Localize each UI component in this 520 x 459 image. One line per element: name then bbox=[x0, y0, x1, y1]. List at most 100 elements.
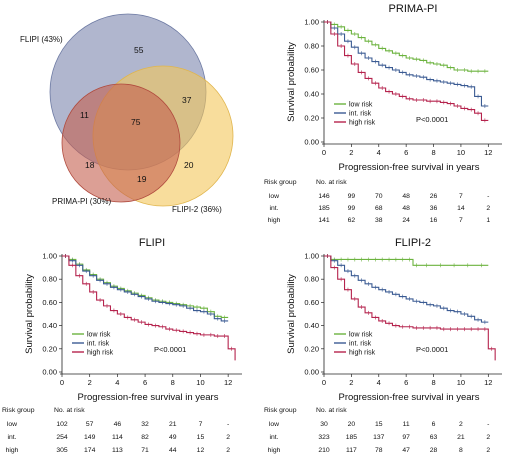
risk-count: - bbox=[487, 421, 489, 428]
risk-count: 44 bbox=[169, 447, 177, 454]
risk-count: 8 bbox=[459, 447, 463, 454]
risk-count: 48 bbox=[402, 193, 410, 200]
risk-count: 30 bbox=[320, 421, 328, 428]
risk-count: 28 bbox=[430, 447, 438, 454]
y-tick-label: 0.20 bbox=[304, 344, 319, 353]
risk-group-label: low bbox=[269, 193, 279, 200]
venn-count-prima-flipi2: 19 bbox=[137, 174, 147, 184]
km-chart-prima-pi: PRIMA-PI0.000.200.400.600.801.000 2 4 6 8 10 1… bbox=[264, 3, 502, 224]
y-tick-label: 0.60 bbox=[42, 298, 57, 307]
x-tick-label: 4 bbox=[377, 378, 381, 387]
risk-count: 2 bbox=[226, 434, 230, 441]
risk-count: 99 bbox=[348, 193, 356, 200]
y-tick-label: 0.00 bbox=[304, 138, 319, 147]
p-value: P<0.0001 bbox=[416, 115, 448, 124]
risk-group-label: low bbox=[7, 421, 17, 428]
risk-count: 47 bbox=[402, 447, 410, 454]
risk-count: 68 bbox=[375, 205, 383, 212]
x-tick-label: 12 bbox=[224, 378, 232, 387]
venn-label-flipi: FLIPI (43%) bbox=[20, 35, 63, 44]
x-tick-label: 8 bbox=[431, 148, 435, 157]
chart-title: FLIPI bbox=[139, 237, 165, 249]
chart-title: FLIPI-2 bbox=[395, 237, 431, 249]
x-tick-label: 0 bbox=[322, 378, 326, 387]
y-tick-label: 0.20 bbox=[42, 344, 57, 353]
x-tick-label: 10 bbox=[457, 378, 465, 387]
y-tick-label: 1.00 bbox=[304, 18, 319, 27]
risk-count: 117 bbox=[346, 447, 357, 454]
x-tick-label: 8 bbox=[431, 378, 435, 387]
legend-label: int. risk bbox=[349, 111, 372, 118]
risk-count: 14 bbox=[457, 205, 465, 212]
risk-count: 99 bbox=[348, 205, 356, 212]
venn-count-flipi-only: 55 bbox=[134, 45, 144, 55]
x-tick-label: 12 bbox=[484, 148, 492, 157]
venn-label-prima: PRIMA-PI (30%) bbox=[52, 197, 111, 206]
x-tick-label: 2 bbox=[349, 378, 353, 387]
p-value: P<0.0001 bbox=[416, 345, 448, 354]
risk-count: 97 bbox=[402, 434, 410, 441]
risk-count: - bbox=[227, 421, 229, 428]
risk-count: 20 bbox=[348, 421, 356, 428]
risk-count: 1 bbox=[486, 217, 490, 224]
risk-count: 2 bbox=[486, 434, 490, 441]
x-tick-label: 12 bbox=[484, 378, 492, 387]
risk-count: 210 bbox=[318, 447, 330, 454]
y-tick-label: 0.20 bbox=[304, 114, 319, 123]
x-tick-label: 4 bbox=[377, 148, 381, 157]
y-tick-label: 0.40 bbox=[304, 321, 319, 330]
legend-label: int. risk bbox=[87, 341, 110, 348]
venn-diagram: FLIPI (43%) PRIMA-PI (30%) FLIPI-2 (36%)… bbox=[20, 13, 234, 214]
x-tick-label: 10 bbox=[196, 378, 204, 387]
y-tick-label: 0.80 bbox=[304, 275, 319, 284]
y-axis-label: Survival probability bbox=[286, 42, 297, 122]
y-tick-label: 0.60 bbox=[304, 298, 319, 307]
risk-count: 137 bbox=[373, 434, 385, 441]
risk-group-label: int. bbox=[7, 434, 16, 441]
venn-count-all-three: 75 bbox=[131, 117, 141, 127]
risk-group-label: int. bbox=[269, 205, 278, 212]
risk-count: 141 bbox=[318, 217, 330, 224]
risk-count: 24 bbox=[402, 217, 410, 224]
legend-label: int. risk bbox=[349, 341, 372, 348]
survival-curve bbox=[62, 255, 229, 322]
survival-curve bbox=[324, 21, 489, 107]
y-axis-label: Survival probability bbox=[286, 274, 297, 354]
legend-label: high risk bbox=[87, 350, 114, 357]
venn-count-flipi-prima: 11 bbox=[80, 110, 89, 120]
risk-count: 82 bbox=[141, 434, 149, 441]
x-tick-label: 0 bbox=[60, 378, 64, 387]
risk-count: 57 bbox=[86, 421, 94, 428]
risk-table-header: No. at risk bbox=[54, 407, 85, 414]
venn-count-prima-only: 18 bbox=[85, 160, 95, 170]
x-tick-label: 4 bbox=[115, 378, 119, 387]
risk-group-label: low bbox=[269, 421, 279, 428]
y-tick-label: 0.80 bbox=[42, 275, 57, 284]
risk-count: 15 bbox=[375, 421, 383, 428]
risk-group-label: high bbox=[268, 447, 281, 454]
risk-count: 16 bbox=[430, 217, 438, 224]
risk-count: 185 bbox=[346, 434, 358, 441]
risk-group-label: int. bbox=[269, 434, 278, 441]
x-tick-label: 6 bbox=[143, 378, 147, 387]
risk-count: 149 bbox=[84, 434, 96, 441]
risk-count: 32 bbox=[141, 421, 149, 428]
risk-count: 48 bbox=[402, 205, 410, 212]
risk-count: 38 bbox=[375, 217, 383, 224]
x-tick-label: 8 bbox=[171, 378, 175, 387]
km-chart-flipi-2: FLIPI-2 0.00 0.20 0.40 0.60 0.80 1.00 0 2 4 6 8 10 12… bbox=[264, 237, 502, 454]
survival-curve bbox=[324, 21, 489, 72]
y-tick-label: 1.00 bbox=[42, 252, 57, 261]
risk-count: 11 bbox=[403, 421, 410, 428]
risk-count: 6 bbox=[432, 421, 436, 428]
risk-count: - bbox=[487, 193, 489, 200]
risk-count: 63 bbox=[430, 434, 438, 441]
risk-count: 2 bbox=[459, 421, 463, 428]
risk-count: 70 bbox=[375, 193, 383, 200]
risk-count: 113 bbox=[112, 447, 123, 454]
legend-label: low risk bbox=[87, 332, 111, 339]
legend-label: low risk bbox=[349, 332, 373, 339]
y-tick-label: 0.00 bbox=[42, 368, 57, 377]
y-axis-label: Survival probability bbox=[24, 274, 35, 354]
